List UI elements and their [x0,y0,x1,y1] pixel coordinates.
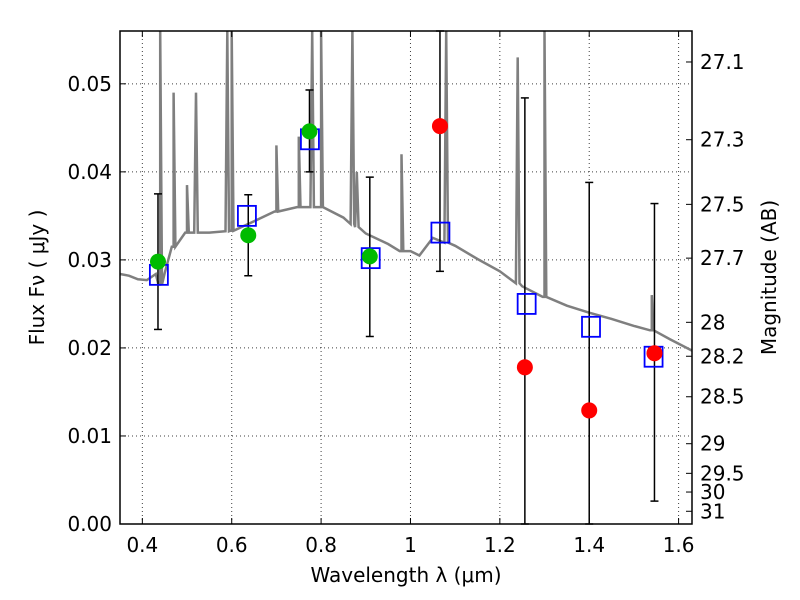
right-tick-label: 29 [700,432,725,456]
right-tick-label: 28 [700,310,725,334]
square-marker [430,221,451,244]
sed-model-line [119,30,693,352]
x-tick-labels: 0.4 0.6 0.8 1 1.2 1.4 1.6 [126,533,694,557]
circle-marker [516,359,533,376]
circle-marker [361,248,378,265]
x-tick-label: 1.4 [573,533,605,557]
square-marker [237,204,257,227]
circle-marker [646,345,663,362]
circle-marker [240,227,257,244]
data-markers [148,118,664,419]
y-tick-labels: 0.00 0.01 0.02 0.03 0.04 0.05 [67,72,112,536]
x-axis-label: Wavelength λ (μm) [310,563,501,587]
circle-marker [301,123,318,140]
right-tick-label: 27.3 [700,128,745,152]
y-tick-label: 0.00 [67,512,112,536]
x-tick-label: 0.8 [305,533,337,557]
square-marker [581,315,601,338]
x-tick-label: 1 [404,533,417,557]
right-tick-label: 28.2 [700,344,745,368]
right-tick-label: 29.5 [700,461,745,485]
sed-model [119,30,693,352]
x-tick-label: 0.4 [126,533,158,557]
right-axis-label: Magnitude (AB) [757,200,781,355]
error-bars [153,30,659,525]
right-tick-label: 27.7 [700,246,745,270]
right-tick-label: 27.1 [700,50,745,74]
y-axis-label: Flux Fν ( μJy ) [25,210,49,346]
grid [120,31,692,525]
y-tick-label: 0.04 [67,160,112,184]
plot-frame [119,30,693,525]
y-tick-label: 0.02 [67,336,112,360]
right-tick-label: 28.5 [700,385,745,409]
circle-marker [431,118,448,135]
circle-marker [581,402,598,419]
y-tick-label: 0.05 [67,72,112,96]
square-marker [360,247,381,270]
x-tick-label: 0.6 [216,533,248,557]
x-tick-label: 1.6 [663,533,695,557]
y-tick-label: 0.01 [67,424,112,448]
square-marker [516,293,537,315]
x-tick-label: 1.2 [484,533,516,557]
circle-marker [149,253,166,270]
ticks [120,31,692,525]
right-tick-label: 27.5 [700,192,745,216]
right-tick-label: 30 [700,480,725,504]
y-tick-label: 0.03 [67,248,112,272]
right-tick-label: 31 [700,499,725,523]
